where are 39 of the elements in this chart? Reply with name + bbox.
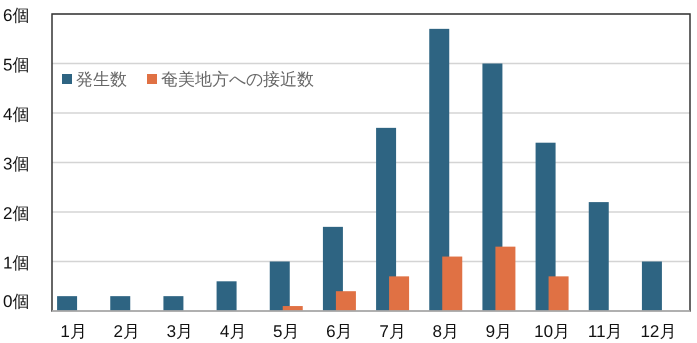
bar: [536, 142, 556, 311]
y-tick-label: 1個: [3, 254, 30, 272]
x-tick-label: 6月: [326, 322, 353, 341]
x-tick-label: 2月: [114, 322, 140, 341]
bar: [282, 306, 303, 311]
x-tick-label: 1月: [60, 322, 87, 341]
x-tick-label: 9月: [486, 322, 512, 341]
bar: [110, 296, 130, 311]
bar: [482, 64, 502, 311]
x-tick-label: 4月: [220, 322, 246, 341]
bar: [642, 262, 662, 311]
bar: [376, 128, 396, 311]
y-tick-label: 3個: [3, 154, 30, 174]
bar: [442, 256, 462, 311]
y-tick-label: 2個: [3, 204, 30, 223]
bar: [57, 296, 78, 311]
x-tick-label: 11月: [588, 322, 623, 341]
bar: [495, 246, 516, 311]
bar: [336, 291, 356, 311]
x-tick-label: 10月: [534, 322, 570, 341]
legend-label: 奄美地方への接近数: [161, 70, 314, 89]
x-tick-label: 12月: [640, 322, 676, 341]
y-tick-label: 6個: [3, 6, 30, 25]
y-tick-label: 4個: [3, 105, 30, 124]
x-tick-label: 3月: [166, 322, 194, 341]
x-tick-label: 7月: [379, 322, 406, 341]
bar: [389, 276, 410, 311]
x-tick-label: 5月: [273, 322, 300, 341]
bar: [216, 281, 237, 311]
x-tick-label: 8月: [432, 322, 459, 341]
bar: [270, 262, 290, 311]
bar: [163, 296, 184, 311]
bar: [548, 276, 569, 311]
bar: [429, 28, 450, 311]
legend-label: 発生数: [76, 70, 127, 89]
y-tick-label: 5個: [3, 56, 30, 74]
y-tick-label: 0個: [3, 292, 30, 311]
bar: [588, 202, 609, 311]
bar: [322, 226, 343, 311]
